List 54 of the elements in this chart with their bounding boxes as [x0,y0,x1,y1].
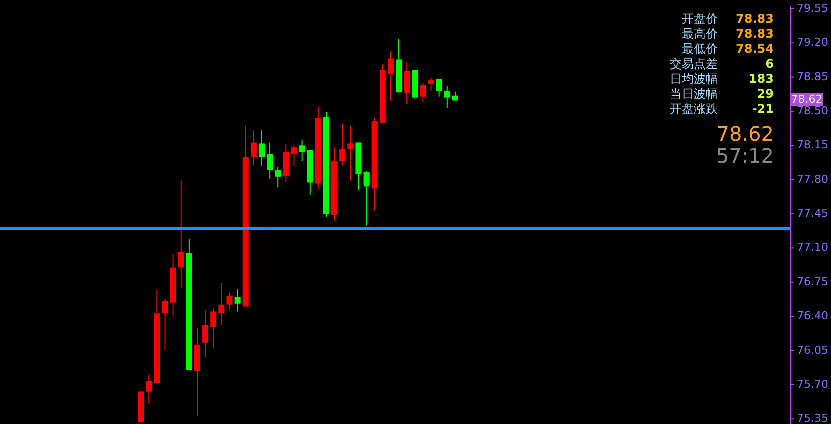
candlestick [420,82,426,104]
candlestick [146,374,152,405]
candlestick [388,50,394,102]
y-tick-label: 77.10 [797,241,828,254]
annotation: -21 [752,102,774,117]
candlestick [162,298,168,350]
candlestick [275,166,282,188]
candlestick [250,130,257,167]
candlestick [178,180,184,289]
candlestick [404,62,410,106]
y-tick-label: 78.85 [797,70,828,84]
candlestick [348,126,354,182]
candlestick [202,310,209,358]
candlestick [291,145,298,167]
y-tick-label: 78.15 [797,138,828,152]
y-tick-label: 77.80 [797,172,828,186]
annotation: 最低价 [681,42,718,57]
annotation: 78.54 [736,42,774,57]
y-tick-label: 79.20 [797,36,828,50]
candlestick [210,308,217,350]
annotation: 78.83 [736,12,774,27]
annotation: 交易点差 [669,57,718,72]
y-tick-label: 76.40 [797,310,828,323]
y-tick-label: 76.05 [797,344,828,357]
candlestick [428,78,434,92]
candlestick [258,130,265,167]
candlestick [267,142,274,180]
y-tick-label: 79.55 [797,2,828,15]
annotation: 最高价 [681,27,718,42]
candlestick [444,86,450,110]
y-tick-label: 75.70 [797,378,828,391]
candlestick [226,292,233,310]
candlestick [436,78,442,98]
annotation: 57:12 [715,144,774,168]
y-tick-label: 78.50 [797,104,828,118]
annotation: 开盘价 [681,12,718,27]
annotation: 78.62 [791,93,823,106]
annotation: 日均波幅 [669,72,718,87]
annotation: 78.62 [716,122,774,146]
candlestick [299,139,306,162]
y-tick-label: 75.35 [797,412,828,424]
candlestick [234,288,241,312]
candlestick [364,170,370,226]
annotation: 6 [766,57,774,72]
y-tick-label: 76.75 [797,275,828,288]
y-tick-label: 77.45 [797,207,828,220]
candlestick [340,124,346,166]
candlestick [283,144,290,182]
annotation: 183 [748,72,774,87]
annotation: 78.83 [736,27,774,42]
annotation: 开盘涨跌 [669,102,718,117]
annotation: 当日波幅 [669,87,718,102]
candlestick [218,282,225,326]
annotation: 29 [757,87,774,102]
